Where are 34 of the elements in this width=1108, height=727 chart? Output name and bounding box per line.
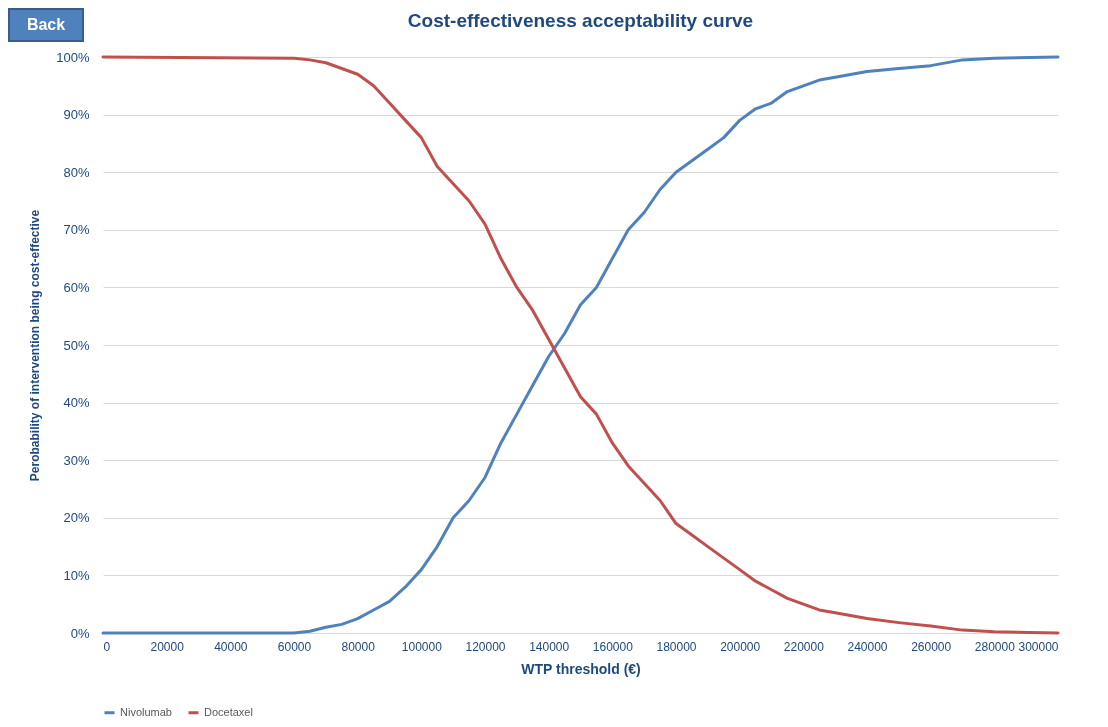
chart-title: Cost-effectiveness acceptability curve bbox=[407, 10, 754, 31]
y-tick-label: 20% bbox=[63, 510, 90, 526]
x-tick-label: 200000 bbox=[720, 639, 761, 654]
x-tick-label: 240000 bbox=[847, 639, 888, 654]
line-series bbox=[101, 55, 1060, 635]
y-tick-label: 70% bbox=[63, 222, 90, 238]
x-tick-label: 60000 bbox=[277, 639, 312, 654]
x-tick-label: 280000 bbox=[974, 639, 1016, 654]
x-tick-label: 20000 bbox=[150, 639, 185, 654]
x-tick-label: 100000 bbox=[401, 639, 443, 654]
y-tick-label: 40% bbox=[63, 395, 90, 411]
legend-label: Docetaxel bbox=[204, 705, 253, 718]
y-axis-title: Perobability of intervention being cost-effective bbox=[28, 209, 43, 482]
y-tick-label: 90% bbox=[63, 107, 90, 123]
x-tick-label: 160000 bbox=[592, 639, 634, 654]
x-tick-label: 40000 bbox=[214, 639, 248, 654]
x-tick-label: 260000 bbox=[911, 639, 952, 654]
y-tick-label: 60% bbox=[63, 279, 90, 295]
text: Back bbox=[8, 8, 84, 42]
y-tick-label: 100% bbox=[56, 49, 90, 65]
legend-label: Nivolumab bbox=[120, 705, 172, 718]
x-tick-label: 300000 bbox=[1018, 639, 1059, 654]
x-axis-title: WTP threshold (€) bbox=[521, 660, 641, 677]
x-tick-label: 220000 bbox=[783, 639, 825, 654]
y-tick-label: 80% bbox=[63, 164, 90, 180]
y-tick-label: 30% bbox=[63, 452, 90, 468]
y-tick-label: 50% bbox=[63, 337, 90, 353]
x-tick-label: 0 bbox=[103, 639, 111, 654]
x-tick-label: 140000 bbox=[529, 639, 570, 654]
y-tick-label: 0% bbox=[70, 625, 90, 641]
x-tick-label: 120000 bbox=[465, 639, 506, 654]
x-tick-label: 80000 bbox=[341, 639, 376, 654]
x-tick-label: 180000 bbox=[656, 639, 697, 654]
y-tick-label: 10% bbox=[63, 567, 90, 583]
